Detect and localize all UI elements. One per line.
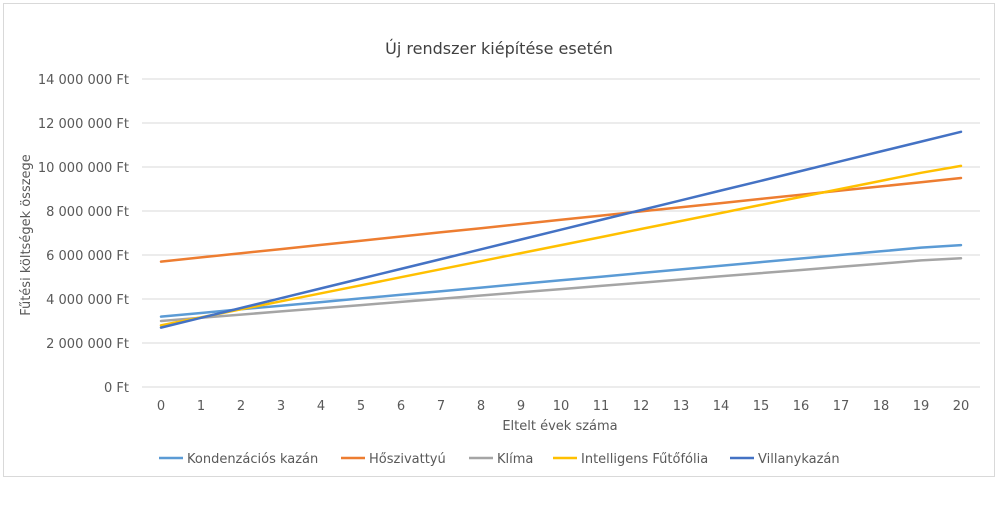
x-tick-label: 18 [873, 399, 890, 414]
y-tick-label: 4 000 000 Ft [46, 293, 129, 308]
x-tick-label: 13 [673, 399, 690, 414]
y-tick-label: 8 000 000 Ft [46, 205, 129, 220]
y-tick-label: 12 000 000 Ft [38, 117, 129, 132]
y-axis-label: Fűtési költségek összege [19, 154, 34, 316]
x-tick-label: 11 [593, 399, 610, 414]
legend-label: Kondenzációs kazán [187, 452, 318, 467]
x-tick-label: 6 [397, 399, 405, 414]
x-tick-label: 16 [793, 399, 810, 414]
series-line [159, 130, 963, 329]
legend-label: Klíma [497, 452, 533, 467]
y-tick-label: 10 000 000 Ft [38, 161, 129, 176]
y-tick-label: 6 000 000 Ft [46, 249, 129, 264]
x-tick-label: 12 [633, 399, 650, 414]
x-tick-label: 2 [237, 399, 245, 414]
x-tick-label: 9 [517, 399, 525, 414]
series-line [159, 164, 963, 327]
x-axis-ticks: 0 1 2 3 4 5 6 7 8 9 10 11 12 13 14 15 16 17 18 19 20 [157, 399, 969, 414]
y-tick-label: 2 000 000 Ft [46, 337, 129, 352]
x-tick-label: 10 [553, 399, 570, 414]
x-tick-label: 14 [713, 399, 730, 414]
series-lines [159, 130, 963, 329]
x-tick-label: 20 [953, 399, 970, 414]
x-tick-label: 0 [157, 399, 165, 414]
gridlines [142, 78, 980, 388]
x-tick-label: 4 [317, 399, 325, 414]
x-tick-label: 1 [197, 399, 205, 414]
x-tick-label: 8 [477, 399, 485, 414]
series-line [159, 257, 963, 323]
legend-label: Villanykazán [758, 452, 840, 467]
chart-title: Új rendszer kiépítése esetén [385, 39, 613, 58]
series-line [159, 176, 963, 263]
y-axis-ticks: 0 Ft 2 000 000 Ft 4 000 000 Ft 6 000 000 Ft… [38, 73, 129, 396]
x-tick-label: 3 [277, 399, 285, 414]
legend: Kondenzációs kazán Hőszivattyú Klíma Intell… [159, 452, 840, 467]
x-axis-label: Eltelt évek száma [502, 419, 617, 434]
x-tick-label: 17 [833, 399, 850, 414]
legend-label: Hőszivattyú [369, 452, 446, 467]
y-tick-label: 14 000 000 Ft [38, 73, 129, 88]
y-tick-label: 0 Ft [104, 381, 129, 396]
chart-area [3, 3, 995, 477]
x-tick-label: 7 [437, 399, 445, 414]
x-tick-label: 15 [753, 399, 770, 414]
x-tick-label: 5 [357, 399, 365, 414]
x-tick-label: 19 [913, 399, 930, 414]
legend-label: Intelligens Fűtőfólia [581, 452, 708, 467]
series-line [159, 243, 963, 318]
